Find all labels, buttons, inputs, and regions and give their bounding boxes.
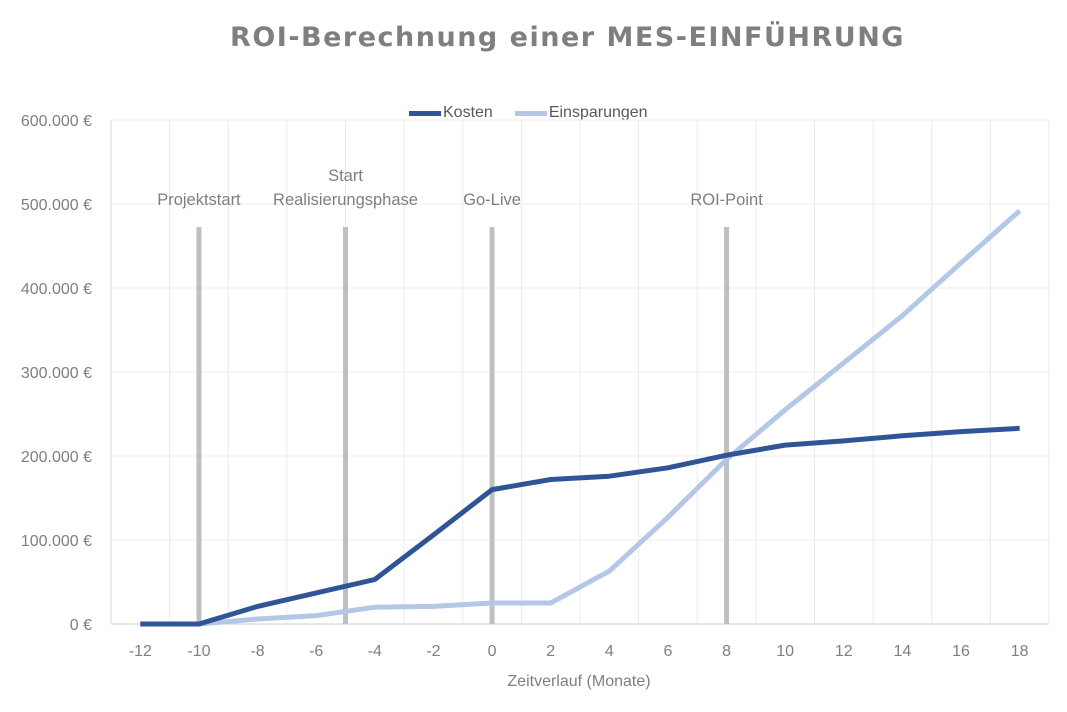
series-line-kosten [140, 425, 1020, 627]
y-tick-label: 400.000 € [21, 281, 92, 298]
series-line-einsparungen [140, 208, 1022, 627]
x-tick-label: -12 [129, 643, 152, 660]
y-axis: 0 € 100.000 € 200.000 € 300.000 € 400.000 € 5… [21, 113, 92, 634]
milestone-label: Projektstart [157, 191, 241, 209]
legend: Kosten Einsparungen [409, 104, 670, 122]
x-tick-label: 10 [776, 643, 794, 660]
x-tick-label: 6 [663, 643, 672, 660]
x-tick-label: 8 [722, 643, 731, 660]
x-tick-label: 16 [952, 643, 970, 660]
x-tick-label: -10 [187, 643, 210, 660]
y-tick-label: 300.000 € [21, 365, 92, 382]
x-tick-label: 12 [835, 643, 853, 660]
milestone-label: Start [328, 167, 363, 185]
y-tick-label: 600.000 € [21, 113, 92, 130]
x-tick-label: 2 [546, 643, 555, 660]
legend-item-kosten: Kosten [409, 104, 493, 122]
legend-label-kosten: Kosten [443, 104, 493, 121]
y-tick-label: 200.000 € [21, 449, 92, 466]
milestone-markers: Projektstart Start Realisierungsphase Go-Li… [157, 167, 763, 624]
legend-swatch-einsparungen [514, 110, 547, 116]
milestone-label: Realisierungsphase [273, 191, 418, 209]
milestone-label: Go-Live [463, 191, 521, 209]
x-axis-label: Zeitverlauf (Monate) [507, 673, 650, 690]
x-tick-label: -8 [250, 643, 264, 660]
x-tick-label: 4 [605, 643, 614, 660]
x-tick-label: 14 [894, 643, 912, 660]
x-axis: -12 -10 -8 -6 -4 -2 0 2 4 6 8 10 12 14 16 18 [129, 643, 1029, 660]
data-series [140, 208, 1022, 627]
y-tick-label: 100.000 € [21, 533, 92, 550]
legend-swatch-kosten [409, 110, 441, 116]
milestone-label: ROI-Point [690, 191, 763, 209]
x-tick-label: 0 [488, 643, 497, 660]
gridlines [110, 119, 1050, 625]
x-tick-label: 18 [1011, 643, 1029, 660]
y-tick-label: 0 € [70, 617, 92, 634]
legend-item-einsparungen: Einsparungen [514, 104, 648, 122]
legend-label-einsparungen: Einsparungen [548, 104, 648, 121]
y-tick-label: 500.000 € [21, 197, 92, 214]
x-tick-label: -6 [309, 643, 323, 660]
x-tick-label: -2 [426, 643, 440, 660]
chart-title: ROI-Berechnung einer MES-EINFÜHRUNG [230, 22, 905, 53]
x-tick-label: -4 [368, 643, 382, 660]
